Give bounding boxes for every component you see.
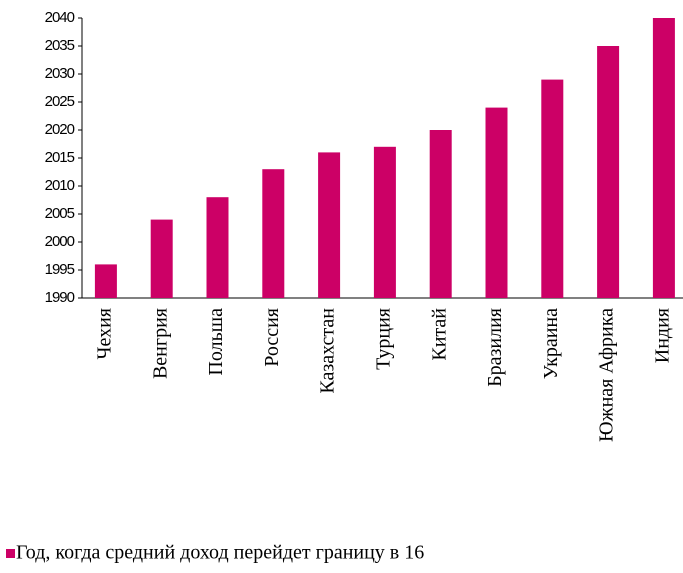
x-tick-label: Украина xyxy=(540,308,562,379)
bar xyxy=(206,197,229,298)
bar xyxy=(150,219,173,298)
bar xyxy=(485,107,508,298)
bar xyxy=(94,264,117,298)
x-tick-label: Венгрия xyxy=(149,308,171,379)
y-tick-label: 1990 xyxy=(45,289,75,306)
y-tick-label: 2040 xyxy=(45,9,75,26)
bar xyxy=(318,152,341,298)
y-tick-label: 2010 xyxy=(45,177,75,194)
x-tick-label: Индия xyxy=(651,308,673,363)
y-tick-label: 2030 xyxy=(45,65,75,82)
bar xyxy=(597,46,620,298)
bar xyxy=(652,18,675,298)
x-tick-label: Южная Африка xyxy=(596,308,618,442)
bar xyxy=(262,169,285,298)
y-tick-label: 2015 xyxy=(45,149,75,166)
x-tick-label: Казахстан xyxy=(317,308,339,394)
x-tick-label: Польша xyxy=(205,308,227,376)
y-tick-label: 1995 xyxy=(45,261,75,278)
x-tick-label: Чехия xyxy=(93,308,115,360)
x-tick-label: Россия xyxy=(261,308,283,367)
y-tick-label: 2000 xyxy=(45,233,75,250)
x-tick-label: Турция xyxy=(372,308,394,370)
y-tick-label: 2005 xyxy=(45,205,75,222)
x-tick-label: Бразилия xyxy=(484,308,506,387)
bar xyxy=(429,130,452,298)
x-tick-label: Китай xyxy=(428,308,450,361)
legend-swatch xyxy=(6,549,15,558)
y-tick-label: 2020 xyxy=(45,121,75,138)
bar xyxy=(373,146,396,298)
y-tick-label: 2035 xyxy=(45,37,75,54)
y-tick-label: 2025 xyxy=(45,93,75,110)
legend-label: Год, когда средний доход перейдет границ… xyxy=(16,542,424,564)
bar xyxy=(541,79,564,298)
